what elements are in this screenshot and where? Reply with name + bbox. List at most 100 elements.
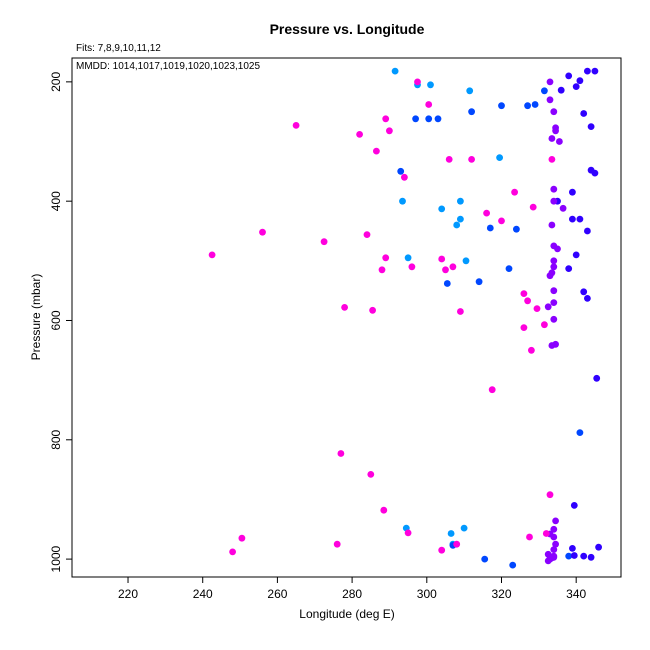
data-point [550,315,558,323]
data-point [550,197,558,205]
data-point [378,266,386,274]
data-point [569,215,576,223]
data-point [483,209,490,217]
data-point [333,540,341,548]
data-point [565,72,573,80]
data-point [425,115,433,123]
data-point [438,255,446,263]
data-point [341,304,348,311]
data-point [531,101,539,108]
data-point [550,185,558,193]
data-point [442,266,449,274]
data-point [580,110,588,117]
data-point [460,524,468,532]
data-point [408,263,416,271]
data-point [528,346,535,354]
data-point [533,305,541,312]
data-point [399,197,406,205]
data-point [548,221,556,229]
data-point [584,295,591,302]
y-tick-label: 800 [49,429,63,449]
data-point [584,227,591,235]
data-point [412,115,419,123]
data-point [457,197,464,205]
data-point [546,78,554,86]
data-point [229,548,237,556]
data-point [488,386,496,394]
y-tick-label: 1000 [49,545,63,572]
data-point [425,101,433,108]
data-point [475,278,483,286]
data-point [550,263,558,271]
x-axis-label: Longitude (deg E) [299,607,394,621]
data-point [550,299,558,306]
data-point [382,115,390,123]
mmdd-annotation: MMDD: 1014,1017,1019,1020,1023,1025 [76,61,260,72]
data-point [524,297,531,305]
x-tick-label: 220 [118,587,138,601]
data-point [570,552,578,559]
data-point [552,540,559,548]
data-point [386,127,393,135]
data-point [373,147,380,155]
data-point [382,254,390,262]
data-point [208,251,216,259]
data-point [529,203,537,211]
data-point [554,245,561,253]
data-point [557,86,565,94]
plot-frame [71,57,622,578]
data-point [337,450,345,457]
data-point [481,555,489,563]
data-point [587,553,595,561]
data-point [445,156,453,163]
y-tick-label: 600 [49,310,63,330]
data-point [401,173,408,181]
data-point [593,374,601,382]
data-point [414,78,421,86]
data-point [548,135,556,142]
data-point [595,543,602,551]
data-point [591,169,599,177]
y-tick-label: 200 [49,72,63,92]
data-point [541,321,548,329]
data-point [498,102,505,110]
data-point [466,87,474,95]
data-point [584,67,591,75]
data-point [320,238,328,246]
data-point [356,131,363,138]
data-point [457,215,464,223]
data-point [505,265,513,272]
data-point [570,502,578,509]
data-points-group [208,67,602,569]
data-point [404,529,412,537]
data-point [550,287,558,295]
x-tick-label: 260 [267,587,287,601]
data-point [556,138,563,145]
data-point [453,540,461,548]
data-point [576,215,584,223]
x-tick-label: 320 [491,587,511,601]
data-point [542,530,550,537]
data-point [548,342,556,349]
data-point [443,280,451,287]
data-point [367,471,375,478]
x-axis: 220 240 260 280 300 320 340 [118,577,587,601]
data-point [550,546,558,553]
data-point [546,491,554,499]
data-point [541,87,548,95]
data-point [550,525,558,533]
data-point [550,257,558,265]
data-point [591,67,599,75]
data-point [434,115,442,123]
data-point [572,251,580,259]
data-point [552,127,559,135]
data-point [576,77,584,85]
x-tick-label: 340 [566,587,586,601]
data-point [580,552,588,560]
data-point [546,96,554,104]
data-point [453,221,461,229]
data-point [587,123,595,130]
data-point [576,429,584,436]
data-point [572,83,580,90]
